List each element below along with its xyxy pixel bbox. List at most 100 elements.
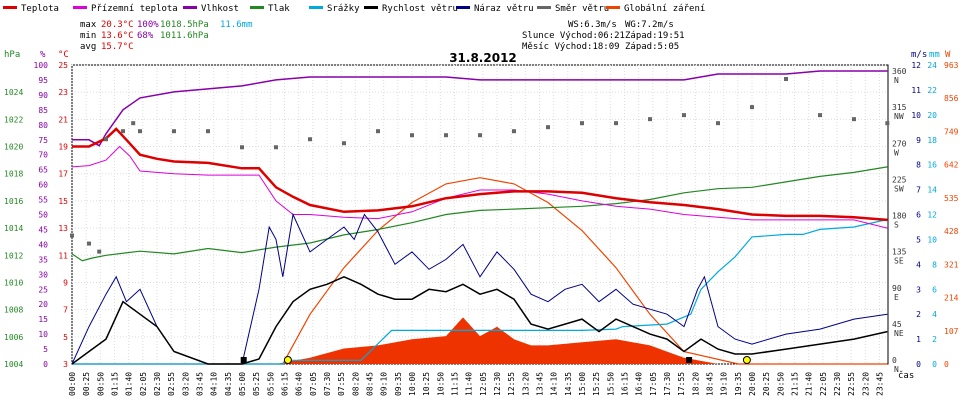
- legend-label-2: Přízemní teplota: [91, 4, 178, 14]
- tick-humidity-8: 40: [38, 240, 48, 249]
- tick-dir-5: 225: [892, 175, 907, 184]
- tick-wind-6: 6: [916, 211, 921, 220]
- axis-unit-radiation: W: [945, 50, 951, 60]
- info-sun: Slunce Východ:06:21: [522, 31, 625, 41]
- wind-dir-point-0: [70, 233, 74, 238]
- x-tick-42: 17:30: [663, 372, 672, 396]
- x-tick-5: 02:05: [139, 372, 148, 396]
- wind-dir-point-20: [614, 121, 618, 126]
- tick-humidity-6: 30: [38, 270, 48, 279]
- x-tick-43: 17:55: [677, 372, 686, 396]
- legend-label-3: Vlhkost: [201, 4, 239, 14]
- series-rain: [72, 218, 888, 365]
- tick-humidity-10: 50: [38, 211, 48, 220]
- tick-dir-name-5: SW: [894, 184, 904, 193]
- wind-dir-point-16: [478, 133, 482, 138]
- tick-humidity-0: 0: [43, 360, 48, 369]
- x-tick-4: 01:40: [125, 372, 134, 396]
- stat-max-press: 1018.5hPa: [160, 20, 209, 30]
- x-tick-24: 10:00: [408, 372, 417, 396]
- tick-wind-2: 2: [916, 310, 921, 319]
- tick-humidity-19: 95: [38, 76, 48, 85]
- tick-humidity-14: 70: [38, 151, 48, 160]
- legend-swatch-6: [364, 6, 378, 9]
- info-moon-set: Západ:5:05: [625, 42, 679, 52]
- tick-humidity-12: 60: [38, 181, 48, 190]
- tick-wind-7: 7: [916, 186, 921, 195]
- tick-temp-5: 13: [58, 224, 68, 233]
- wind-dir-point-28: [885, 121, 890, 126]
- tick-wind-3: 3: [916, 285, 921, 294]
- tick-humidity-9: 45: [38, 225, 48, 234]
- x-tick-46: 19:10: [720, 372, 729, 396]
- info-wg: WG:7.2m/s: [625, 20, 674, 30]
- x-tick-35: 14:35: [564, 372, 573, 396]
- tick-dir-2: 90: [892, 284, 902, 293]
- tick-rad-3: 321: [944, 260, 959, 269]
- x-tick-47: 19:35: [734, 372, 743, 396]
- legend-label-8: Směr větru: [555, 4, 609, 14]
- tick-rain-11: 22: [927, 86, 937, 95]
- wind-dir-point-2: [97, 249, 102, 254]
- wind-dir-point-4: [121, 129, 125, 134]
- legend-swatch-2: [73, 6, 87, 9]
- wind-dir-point-18: [546, 125, 550, 130]
- wind-dir-point-3: [104, 137, 108, 142]
- tick-rain-4: 8: [932, 260, 937, 269]
- x-tick-9: 03:45: [196, 372, 205, 396]
- x-tick-18: 07:30: [323, 372, 332, 396]
- x-tick-51: 21:15: [791, 372, 800, 396]
- tick-temp-0: 3: [63, 360, 68, 369]
- x-tick-57: 23:45: [876, 372, 885, 396]
- tick-rain-10: 20: [927, 111, 937, 120]
- series-pressure: [71, 166, 888, 262]
- tick-dir-name-4: S: [894, 221, 899, 230]
- tick-dir-4: 180: [892, 212, 907, 221]
- stat-min-temp: 13.6°C: [101, 31, 134, 41]
- legend-swatch-5: [309, 6, 323, 9]
- tick-pressure-7: 1018: [4, 170, 23, 179]
- x-tick-33: 13:45: [536, 372, 545, 396]
- wind-dir-point-8: [206, 129, 210, 134]
- x-tick-27: 11:15: [451, 372, 460, 396]
- tick-wind-0: 0: [916, 360, 921, 369]
- x-tick-19: 07:55: [337, 372, 346, 396]
- tick-dir-name-7: NW: [894, 112, 904, 121]
- tick-dir-name-1: NE: [894, 329, 904, 338]
- tick-pressure-10: 1024: [4, 88, 23, 97]
- tick-rain-8: 16: [927, 161, 937, 170]
- legend-swatch-1: [3, 6, 17, 9]
- legend-swatch-3: [183, 6, 197, 9]
- x-tick-34: 14:10: [550, 372, 559, 396]
- tick-dir-3: 135: [892, 248, 907, 257]
- x-tick-37: 15:25: [592, 372, 601, 396]
- tick-humidity-15: 75: [38, 136, 48, 145]
- tick-temp-10: 23: [58, 88, 68, 97]
- x-tick-41: 17:05: [649, 372, 658, 396]
- stat-min-hum: 68%: [137, 31, 154, 41]
- x-tick-20: 08:20: [351, 372, 360, 396]
- x-tick-10: 04:10: [210, 372, 219, 396]
- x-tick-39: 16:15: [621, 372, 630, 396]
- legend-label-5: Srážky: [327, 4, 360, 14]
- stat-max-rain: 11.6mm: [220, 20, 253, 30]
- tick-dir-0: 0: [892, 356, 897, 365]
- x-tick-3: 01:15: [111, 372, 120, 396]
- tick-dir-name-8: N: [894, 76, 899, 85]
- x-tick-48: 20:00: [748, 372, 757, 396]
- plot-area: [70, 70, 890, 365]
- tick-pressure-3: 1010: [4, 278, 23, 287]
- wind-dir-point-6: [138, 129, 142, 134]
- wind-dir-point-13: [376, 129, 380, 134]
- wind-dir-point-12: [342, 141, 346, 146]
- wind-dir-point-15: [444, 133, 448, 138]
- x-tick-7: 02:55: [167, 372, 176, 396]
- axis-unit-pressure: hPa: [4, 50, 20, 60]
- x-tick-31: 12:55: [507, 372, 516, 396]
- stat-max-label: max: [80, 20, 97, 30]
- x-tick-49: 20:25: [762, 372, 771, 396]
- x-tick-22: 09:10: [380, 372, 389, 396]
- tick-dir-1: 45: [892, 320, 902, 329]
- x-tick-14: 05:50: [266, 372, 275, 396]
- tick-wind-9: 9: [916, 136, 921, 145]
